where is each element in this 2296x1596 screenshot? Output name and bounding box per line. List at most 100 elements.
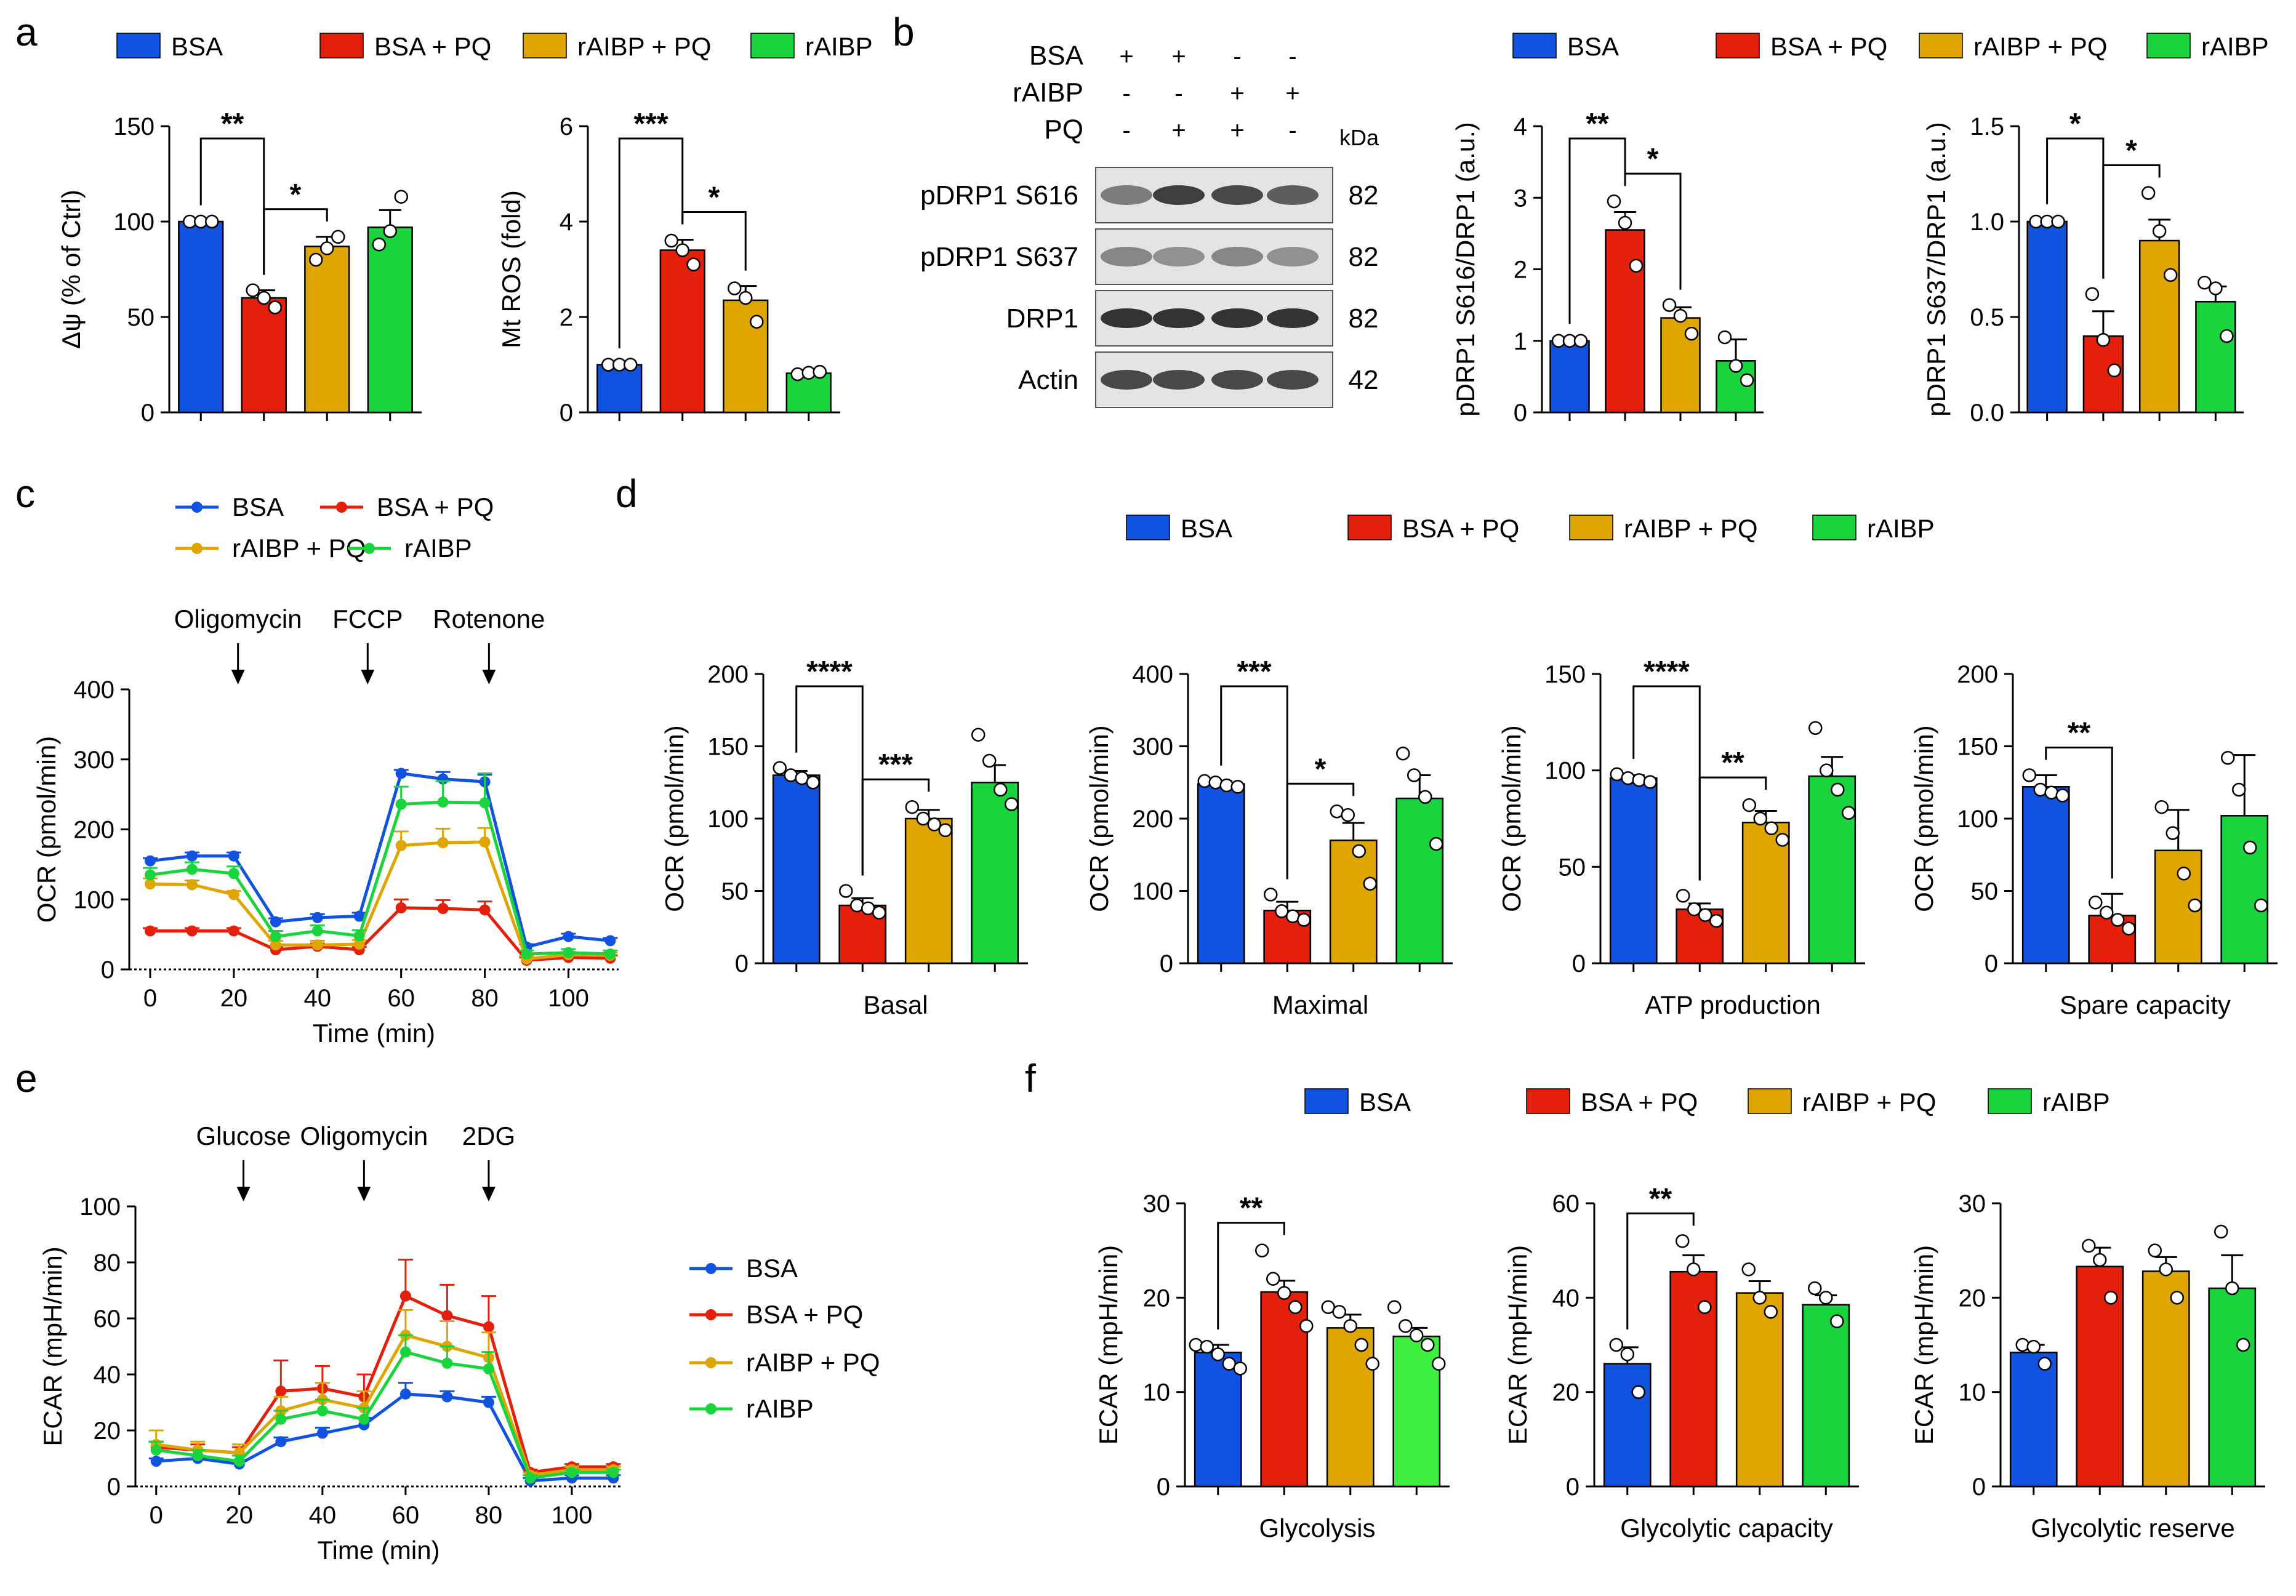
series-point — [228, 868, 239, 880]
data-point — [806, 776, 820, 790]
significance-label: ** — [1240, 1192, 1263, 1225]
injection-arrow-head — [482, 670, 496, 684]
data-point — [1842, 806, 1856, 820]
blot-band-label: DRP1 — [1006, 303, 1078, 334]
y-tick-label: 0 — [1572, 950, 1586, 977]
significance-label: *** — [1237, 656, 1271, 688]
data-point — [1742, 798, 1756, 812]
data-point — [257, 291, 271, 305]
significance-bracket — [263, 208, 328, 275]
series-point — [441, 1310, 453, 1321]
series-point — [144, 869, 156, 881]
bar-raibp — [1395, 797, 1444, 964]
legend-label-2: rAIBP + PQ — [1802, 1088, 1937, 1117]
blot-mark: + — [1285, 80, 1299, 107]
series-point — [228, 889, 239, 900]
data-point — [1277, 1286, 1291, 1300]
data-point — [1341, 808, 1355, 822]
significance-label: **** — [1644, 656, 1690, 688]
y-tick-label: 3 — [1514, 185, 1527, 212]
x-axis-label: ATP production — [1645, 990, 1821, 1019]
bar-bsa — [596, 364, 643, 414]
y-axis-label: ECAR (mpH/min) — [1094, 1245, 1123, 1445]
y-tick-label: 40 — [94, 1361, 121, 1389]
y-tick-label: 200 — [707, 661, 749, 688]
blot-kda-value: 82 — [1349, 303, 1379, 334]
data-point — [2254, 898, 2268, 913]
legend-dot — [191, 543, 203, 554]
blot-mark: + — [1230, 117, 1244, 144]
bar-bsa — [1603, 1363, 1652, 1488]
series-raibp — [142, 772, 618, 960]
data-point — [1264, 888, 1278, 902]
data-point — [2055, 788, 2069, 803]
legend-label-2: rAIBP + PQ — [1973, 32, 2108, 61]
data-point — [1741, 1262, 1756, 1277]
series-point — [399, 1346, 411, 1358]
data-point — [624, 358, 638, 372]
data-point — [1621, 771, 1635, 785]
legend-swatch-3 — [1988, 1088, 2032, 1114]
legend-label-3: rAIBP — [805, 32, 873, 61]
legend-dot — [364, 543, 375, 554]
data-point — [1418, 790, 1432, 804]
blot-mark: + — [1119, 43, 1133, 70]
data-point — [2232, 782, 2246, 797]
x-tick-label: 40 — [309, 1502, 337, 1529]
bar-bsa — [1194, 1352, 1242, 1488]
x-axis-label: Spare capacity — [2060, 990, 2231, 1019]
legend-panel-f: BSA BSA + PQ rAIBP + PQ rAIBP — [1304, 1088, 2110, 1117]
data-point — [1673, 308, 1688, 323]
legend-label-1: BSA + PQ — [1770, 32, 1887, 61]
blot-kda-value: 82 — [1349, 242, 1379, 272]
data-point — [1233, 1361, 1247, 1376]
bar-raibp — [1802, 1304, 1850, 1488]
data-point — [1399, 1319, 1413, 1333]
legend-label: rAIBP + PQ — [746, 1348, 880, 1377]
legend-label: rAIBP — [404, 534, 472, 563]
y-axis-label: pDRP1 S637/DRP1 (a.u.) — [1922, 122, 1951, 417]
bar-chart-f3: 0 10 20 30 ECAR (mpH/min) Glycolytic reserve — [1909, 1190, 2265, 1542]
blot-mark: - — [1122, 80, 1130, 107]
bar-bsa-pq — [1260, 1291, 1309, 1488]
bar-raibp — [367, 227, 413, 414]
legend-label: rAIBP — [746, 1394, 814, 1423]
data-point — [2015, 1337, 2029, 1352]
y-tick-label: 0 — [1985, 950, 1998, 977]
series-point — [566, 1467, 577, 1478]
blot-band-label: Actin — [1018, 365, 1078, 395]
y-tick-label: 10 — [1143, 1379, 1171, 1406]
injection-arrow-head — [236, 1187, 251, 1201]
series-point — [316, 1427, 328, 1439]
x-axis-label: Glycolytic capacity — [1620, 1514, 1832, 1542]
x-tick-label: 80 — [471, 985, 499, 1012]
data-point — [1396, 747, 1410, 761]
legend-swatch-1 — [319, 33, 364, 58]
data-point — [1352, 844, 1366, 859]
data-point — [728, 281, 742, 295]
series-point — [150, 1456, 162, 1467]
y-tick-label: 100 — [707, 806, 749, 833]
series-raibp-pq — [148, 1309, 621, 1481]
injection-label: FCCP — [332, 604, 403, 633]
series-point — [399, 1388, 411, 1400]
data-point — [872, 905, 886, 920]
y-axis-label: Δψ (% of Ctrl) — [57, 190, 86, 349]
data-point — [993, 782, 1008, 797]
data-point — [2214, 1224, 2228, 1239]
y-axis-label: Mt ROS (fold) — [497, 190, 526, 348]
data-point — [2198, 275, 2212, 290]
data-point — [1410, 1328, 1424, 1342]
bar-bsa-pq — [659, 249, 705, 414]
data-point — [1365, 1357, 1379, 1371]
blot-condition-label: PQ — [1044, 114, 1083, 145]
legend-c-bsa: BSA — [175, 492, 284, 521]
significance-label: *** — [878, 748, 913, 781]
data-point — [2022, 768, 2036, 782]
data-point — [2170, 1291, 2184, 1305]
y-tick-label: 50 — [721, 878, 749, 905]
significance-label: **** — [806, 656, 853, 688]
data-point — [1740, 373, 1754, 387]
panel-letter-b: b — [893, 10, 915, 54]
